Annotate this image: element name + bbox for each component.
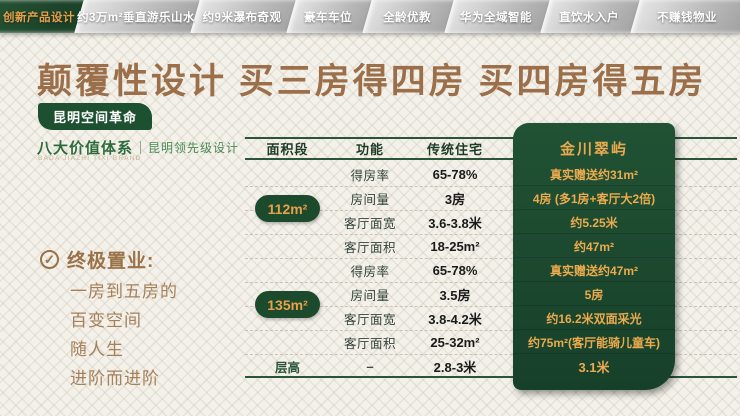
- check-circle-icon: ✓: [40, 250, 59, 269]
- brand-divider: [140, 141, 142, 154]
- table-row: 客厅面宽 3.8-4.2米 约16.2米双面采光: [245, 306, 737, 330]
- tab-waterfall-wonder[interactable]: 约9米瀑布奇观: [194, 0, 290, 33]
- note-line: 一房到五房的: [70, 282, 178, 301]
- tab-vertical-amusement-landscape[interactable]: 约3万m²垂直游乐山水: [77, 0, 194, 33]
- col-header-function: 功能: [355, 142, 384, 157]
- area-pill-112: 112m²: [255, 195, 320, 222]
- col-header-project: 金川翠屿: [559, 141, 628, 158]
- table-row: 客厅面积 18-25m² 约47m²: [245, 234, 737, 258]
- table-row: 房间量 3.5房 5房: [245, 282, 737, 306]
- note-line: 百变空间: [70, 311, 142, 330]
- table-row: 得房率 65-78% 真实赠送约31m²: [350, 166, 638, 183]
- table-row-floor-height: 层高 – 2.8-3米 3.1米: [245, 354, 737, 378]
- table-row: 房间量 3房 4房 (多1房+客厅大2倍): [245, 186, 737, 210]
- kunming-space-revolution-badge: 昆明空间革命: [38, 103, 153, 130]
- area-pill-135: 135m²: [255, 291, 320, 318]
- table-row: 得房率 65-78% 真实赠送约47m²: [245, 258, 737, 282]
- tab-luxury-parking[interactable]: 豪车车位: [290, 0, 366, 33]
- table-header-row: 面积段 功能 传统住宅 金川翠屿: [245, 137, 737, 160]
- note-heading: 终极置业:: [67, 251, 155, 272]
- top-tab-bar: 创新产品设计 约3万m²垂直游乐山水 约9米瀑布奇观 豪车车位 全龄优教 华为全…: [0, 0, 740, 33]
- comparison-table: 面积段 功能 传统住宅 金川翠屿 得房率 65-78% 真实赠送约31m² 房间…: [245, 123, 737, 395]
- table-rows: 得房率 65-78% 真实赠送约31m² 房间量 3房 4房 (多1房+客厅大2…: [245, 162, 737, 378]
- brand-line: 八大价值体系 昆明领先级设计: [37, 137, 239, 158]
- col-header-area: 面积段: [266, 142, 309, 157]
- note-line: 随人生: [70, 340, 124, 359]
- tab-drinking-water[interactable]: 直饮水入户: [544, 0, 634, 33]
- tab-huawei-smart-home[interactable]: 华为全域智能: [448, 0, 544, 33]
- note-line: 进阶而进阶: [70, 369, 160, 388]
- tab-all-age-education[interactable]: 全龄优教: [366, 0, 448, 33]
- tab-nonprofit-property[interactable]: 不赚钱物业: [634, 0, 740, 33]
- table-row: 客厅面积 25-32m² 约75m²(客厅能骑儿童车): [245, 330, 737, 354]
- table-row: 客厅面宽 3.6-3.8米 约5.25米: [245, 210, 737, 234]
- page-title: 颠覆性设计 买三房得四房 买四房得五房: [37, 62, 707, 101]
- brand-primary-label: 八大价值体系: [37, 141, 134, 157]
- brand-pinyin-label: BADA JIAZHI TIXI BRAND: [38, 155, 142, 162]
- table-bottom-rule: [245, 376, 737, 378]
- col-header-traditional: 传统住宅: [426, 142, 483, 157]
- project-column-panel: [513, 123, 675, 390]
- tab-innovative-product-design[interactable]: 创新产品设计: [0, 0, 78, 33]
- ultimate-home-note: ✓ 终极置业: 一房到五房的 百变空间 随人生 进阶而进阶: [40, 246, 240, 393]
- brand-secondary-label: 昆明领先级设计: [148, 141, 240, 155]
